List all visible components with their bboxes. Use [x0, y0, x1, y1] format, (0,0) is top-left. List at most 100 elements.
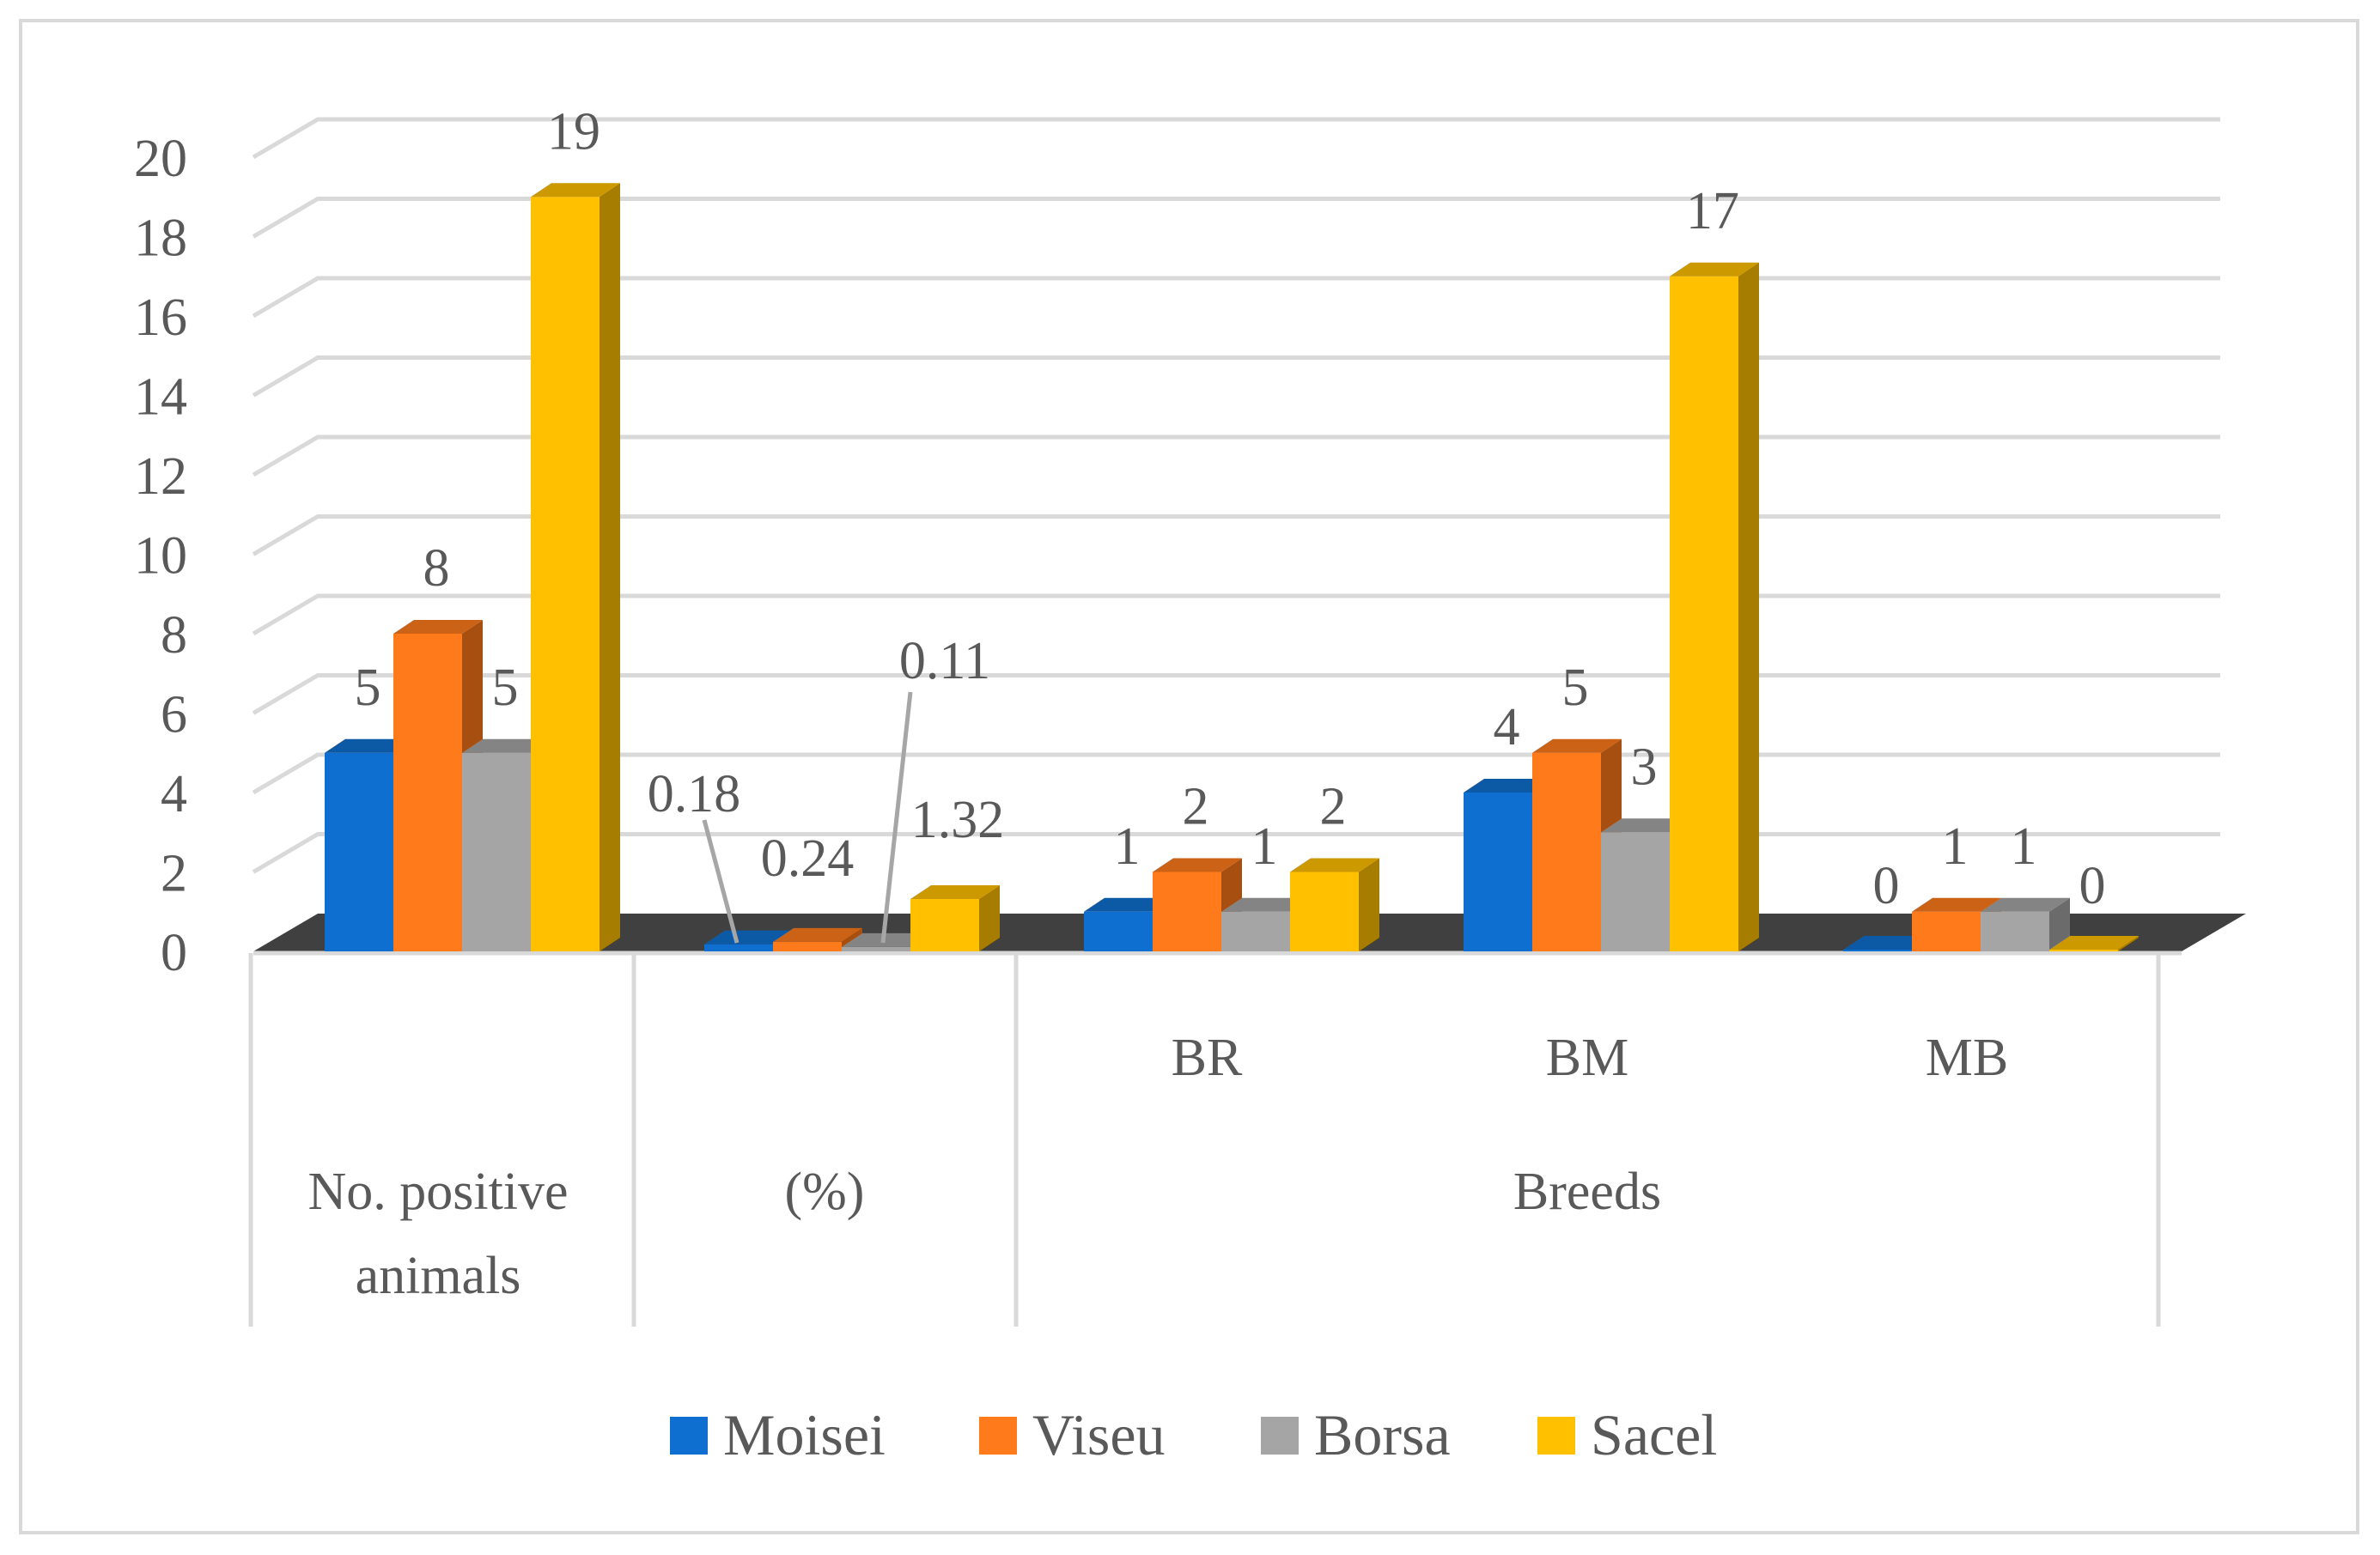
gridline: [252, 514, 2220, 556]
bar-top-face: [773, 927, 862, 942]
bar-top-face: [1912, 897, 2001, 912]
bar-front-face: [1601, 832, 1670, 951]
y-tick-label: 6: [161, 686, 187, 744]
legend-label: Borsa: [1314, 1402, 1451, 1467]
bar-top-face: [1601, 818, 1690, 833]
legend-label: Viseu: [1032, 1402, 1166, 1467]
bar-top-face: [1464, 779, 1553, 793]
bar-top-face: [1670, 262, 1759, 276]
data-label: 0.11: [899, 632, 990, 690]
gridline: [252, 197, 2220, 239]
bar-sacel-0: [531, 183, 620, 951]
data-label: 5: [492, 659, 519, 717]
bar-front-face: [1153, 872, 1221, 951]
y-tick-label: 4: [161, 765, 187, 823]
category-label: BR: [1172, 1029, 1243, 1087]
bar-front-face: [1981, 911, 2049, 951]
data-label: 0.24: [761, 829, 855, 888]
gridline: [252, 276, 2220, 319]
data-label: 2: [1183, 778, 1209, 836]
bar-front-face: [1532, 752, 1601, 951]
legend-item-sacel: Sacel: [1537, 1402, 1717, 1467]
data-label: 0.18: [648, 765, 741, 823]
category-label: animals: [356, 1247, 521, 1305]
bar-front-face: [2049, 950, 2118, 951]
bar-sacel-4: [2049, 936, 2139, 951]
bar-front-face: [531, 197, 600, 951]
legend-swatch: [670, 1417, 708, 1455]
legend-item-viseu: Viseu: [979, 1402, 1166, 1467]
y-tick-label: 20: [134, 130, 187, 188]
data-label: 5: [1562, 659, 1589, 717]
bar-top-face: [1153, 858, 1242, 872]
bar-front-face: [1221, 911, 1290, 951]
y-tick-label: 0: [161, 924, 187, 982]
legend-label: Sacel: [1591, 1402, 1717, 1467]
bar-top-face: [1221, 897, 1311, 912]
category-group-label: Breeds: [1513, 1163, 1661, 1221]
bar-top-face: [1843, 936, 1933, 950]
data-label: 19: [547, 102, 600, 161]
legend-item-borsa: Borsa: [1261, 1402, 1451, 1467]
bar-side-face: [600, 183, 620, 951]
data-label: 3: [1631, 738, 1658, 796]
y-tick-label: 2: [161, 845, 187, 903]
bar-front-face: [773, 941, 842, 951]
category-label: No. positive: [307, 1163, 568, 1221]
bar-side-face: [1738, 262, 1759, 951]
bar-front-face: [1843, 950, 1912, 951]
bar-top-face: [1290, 858, 1379, 872]
legend-label: Moisei: [723, 1402, 886, 1467]
data-label: 0: [2079, 857, 2106, 915]
bar-side-face: [2049, 897, 2070, 951]
bar-top-face: [531, 183, 620, 197]
gridline: [252, 434, 2220, 477]
data-label: 0: [1873, 857, 1900, 915]
gridline: [252, 117, 2220, 160]
bar-side-face: [1359, 858, 1379, 951]
bar-sacel-3: [1670, 262, 1759, 951]
bar-front-face: [704, 944, 773, 951]
bar-top-face: [393, 620, 483, 634]
data-label: 4: [1494, 698, 1520, 756]
leader-line: [880, 691, 913, 944]
bar-front-face: [325, 752, 393, 951]
bar-top-face: [910, 884, 1000, 899]
data-label: 1: [1942, 817, 1969, 876]
y-tick-label: 16: [134, 289, 187, 347]
y-tick-label: 8: [161, 606, 187, 665]
y-tick-label: 12: [134, 447, 187, 506]
bar-front-face: [1912, 911, 1981, 951]
legend-item-moisei: Moisei: [670, 1402, 886, 1467]
leader-line: [702, 819, 740, 944]
bar-top-face: [462, 738, 551, 753]
data-label: 2: [1320, 778, 1347, 836]
data-label: 17: [1686, 182, 1739, 240]
bar-front-face: [393, 634, 462, 951]
bars: [325, 183, 2139, 951]
bar-sacel-2: [1290, 858, 1379, 951]
bar-top-face: [325, 738, 414, 753]
bar-front-face: [842, 946, 910, 951]
bar-borsa-4: [1981, 897, 2070, 951]
bar-top-face: [2049, 936, 2139, 950]
bar-front-face: [1464, 793, 1532, 951]
data-label: 8: [423, 539, 450, 598]
bar-front-face: [462, 752, 531, 951]
data-label: 1: [2011, 817, 2037, 876]
category-axis: No. positive animals (%) BR BM MB Breeds: [248, 953, 2161, 1327]
bar-top-face: [1084, 897, 1173, 912]
bar-front-face: [1084, 911, 1153, 951]
y-tick-label: 18: [134, 210, 187, 268]
bar-top-face: [704, 930, 794, 945]
bar-front-face: [1290, 872, 1359, 951]
gridline: [252, 355, 2220, 398]
legend-swatch: [979, 1417, 1017, 1455]
y-tick-label: 14: [134, 368, 187, 427]
bar-front-face: [910, 898, 979, 951]
legend-swatch: [1537, 1417, 1575, 1455]
bar-side-face: [2118, 936, 2139, 951]
data-label: 1.32: [911, 791, 1005, 849]
gridline: [252, 593, 2220, 636]
